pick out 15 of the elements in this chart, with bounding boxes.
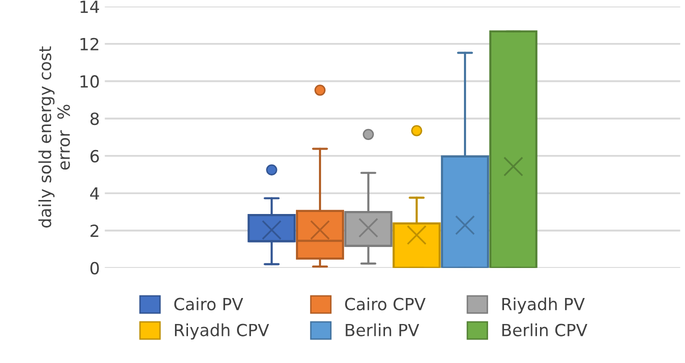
- y-axis-title: daily sold energy cost error %: [38, 46, 70, 228]
- legend-label: Berlin PV: [346, 323, 420, 336]
- y-tick-label: 2: [90, 224, 98, 237]
- y-tick-label: 8: [90, 112, 99, 126]
- y-tick-label: 0: [90, 262, 99, 274]
- legend-label: Berlin CPV: [502, 323, 588, 336]
- y-tick-label: 14: [80, 0, 100, 13]
- legend-label: Cairo PV: [174, 297, 244, 310]
- y-tick-label: 12: [80, 38, 98, 50]
- y-tick-label: 6: [90, 150, 99, 162]
- legend-label: Riyadh PV: [502, 297, 585, 314]
- legend-label: Riyadh CPV: [174, 323, 270, 340]
- legend-label: Cairo CPV: [345, 297, 426, 310]
- y-tick-label: 10: [80, 75, 99, 88]
- y-tick-label: 4: [90, 187, 100, 200]
